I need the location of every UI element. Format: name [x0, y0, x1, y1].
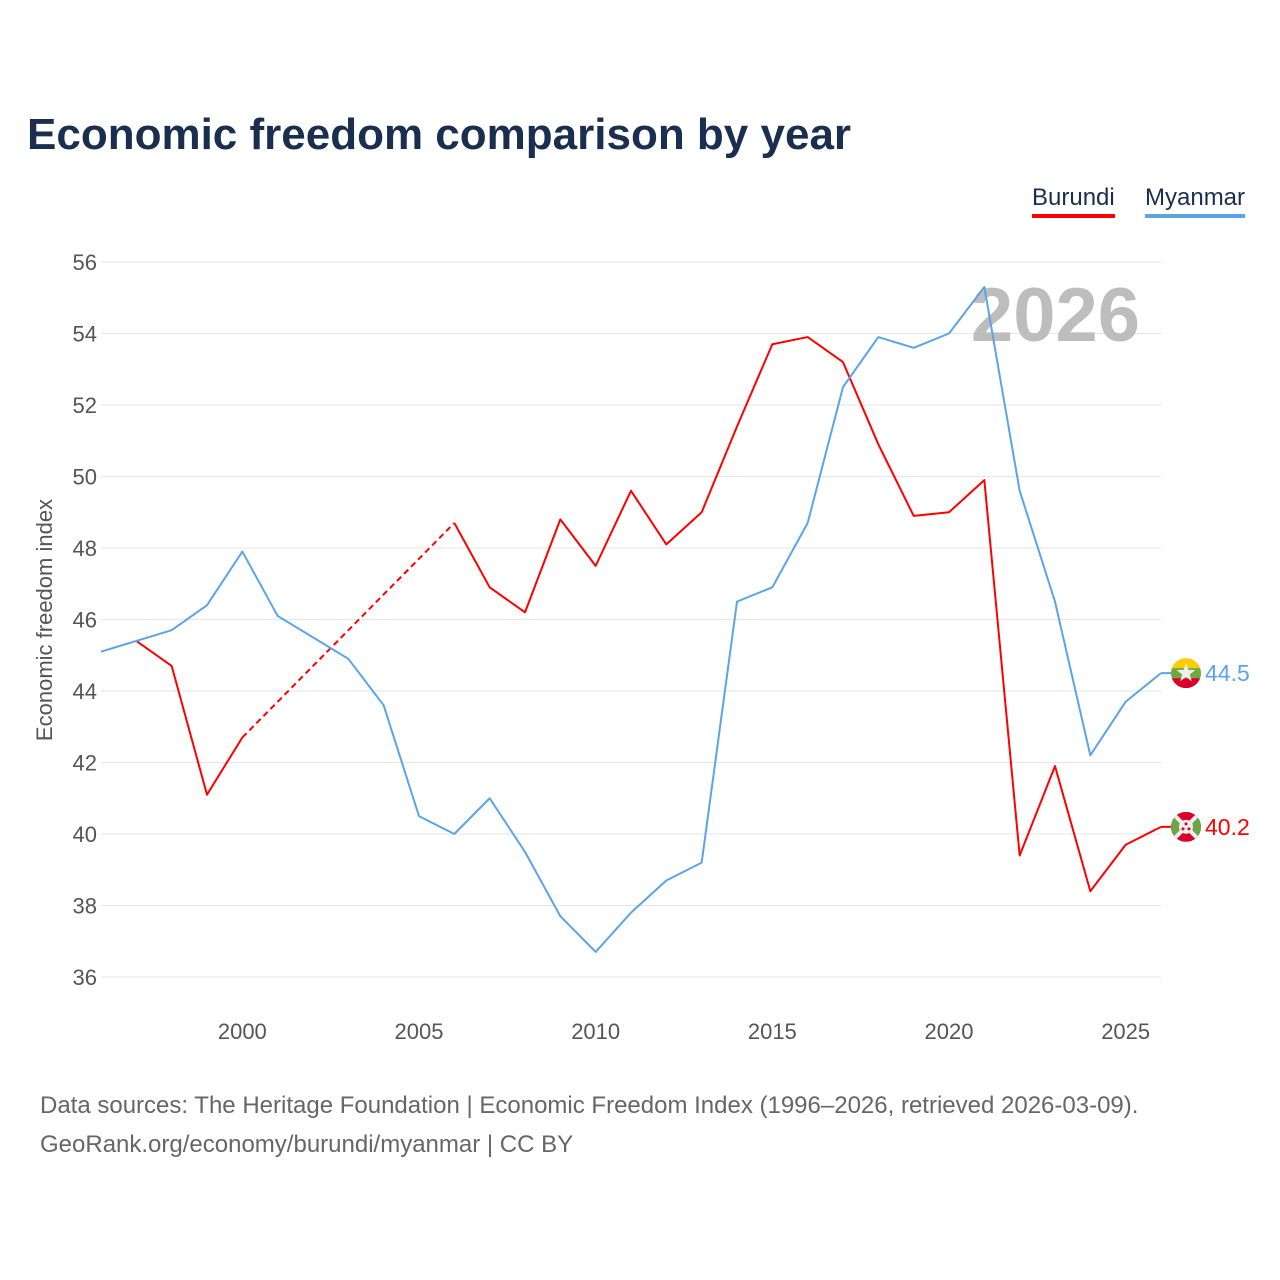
y-tick-label: 40 [73, 822, 97, 847]
end-value-label-myanmar: 44.5 [1205, 660, 1250, 686]
y-axis-label: Economic freedom index [32, 499, 57, 741]
x-tick-label: 2005 [395, 1019, 444, 1044]
burundi-flag-icon [1171, 811, 1201, 842]
series-line-myanmar [100, 286, 1162, 953]
y-tick-label: 42 [73, 751, 97, 776]
y-tick-label: 44 [73, 679, 97, 704]
x-tick-label: 2015 [748, 1019, 797, 1044]
legend-burundi[interactable]: Burundi [1032, 184, 1115, 218]
y-tick-label: 50 [73, 465, 97, 490]
x-tick-label: 2010 [571, 1019, 620, 1044]
source-line-1: Data sources: The Heritage Foundation | … [40, 1092, 1139, 1119]
myanmar-flag-icon [1171, 658, 1201, 689]
source-line-2[interactable]: GeoRank.org/economy/burundi/myanmar | CC… [40, 1131, 574, 1158]
y-tick-label: 46 [73, 608, 97, 633]
y-tick-label: 36 [73, 965, 97, 990]
series-gap-burundi [241, 522, 456, 739]
y-tick-label: 54 [73, 322, 97, 347]
y-tick-label: 52 [73, 393, 97, 418]
series-line-burundi [135, 640, 244, 796]
y-tick-label: 48 [73, 536, 97, 561]
series-line-burundi [453, 336, 1162, 893]
y-tick-label: 38 [73, 894, 97, 919]
source-note: Data sources: The Heritage Foundation | … [40, 1086, 1138, 1164]
x-tick-label: 2000 [218, 1019, 267, 1044]
chart-title: Economic freedom comparison by year [27, 110, 852, 159]
legend-myanmar[interactable]: Myanmar [1145, 184, 1246, 218]
x-tick-label: 2025 [1101, 1019, 1150, 1044]
end-value-label-burundi: 40.2 [1205, 814, 1250, 840]
y-tick-label: 56 [73, 250, 97, 275]
year-watermark: 2026 [971, 273, 1140, 358]
x-tick-label: 2020 [925, 1019, 974, 1044]
